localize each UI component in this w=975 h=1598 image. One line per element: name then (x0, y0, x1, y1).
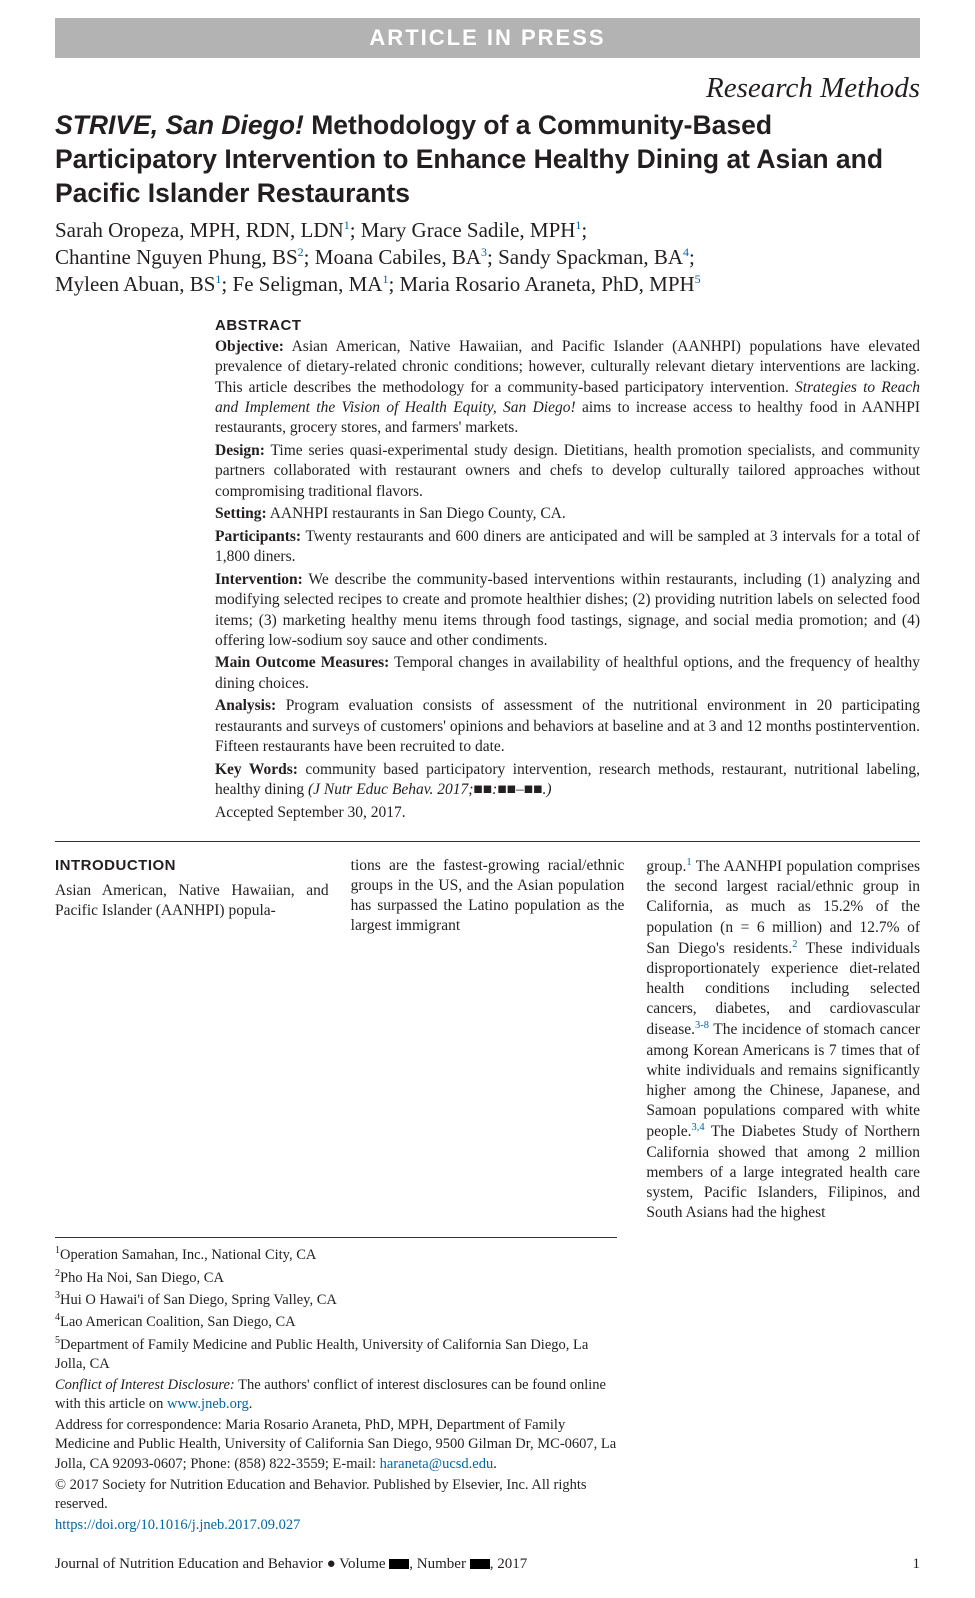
author: Sandy Spackman, BA (498, 245, 683, 269)
author: Fe Seligman, MA (233, 272, 383, 296)
affiliation-ref: 5 (695, 272, 701, 286)
conflict-of-interest: Conflict of Interest Disclosure: The aut… (55, 1376, 617, 1415)
intro-text-col3: group.1 The AANHPI population comprises … (646, 856, 920, 1223)
author: Mary Grace Sadile, MPH (361, 218, 576, 242)
abstract-design: Design: Time series quasi-experimental s… (215, 441, 920, 502)
divider (55, 841, 920, 842)
abstract-outcomes: Main Outcome Measures: Temporal changes … (215, 653, 920, 694)
affiliation: 5Department of Family Medicine and Publi… (55, 1334, 617, 1375)
footer-journal: Journal of Nutrition Education and Behav… (55, 1556, 527, 1573)
correspondence: Address for correspondence: Maria Rosari… (55, 1416, 617, 1475)
jneb-link[interactable]: www.jneb.org (167, 1396, 249, 1412)
section-label: Research Methods (55, 72, 920, 105)
author: Chantine Nguyen Phung, BS (55, 245, 298, 269)
abstract-keywords: Key Words: community based participatory… (215, 760, 920, 801)
affiliation: 1Operation Samahan, Inc., National City,… (55, 1244, 617, 1265)
email-link[interactable]: haraneta@ucsd.edu (380, 1456, 494, 1472)
affiliation-ref: 1 (215, 272, 221, 286)
introduction-heading: INTRODUCTION (55, 856, 329, 876)
abstract-setting: Setting: AANHPI restaurants in San Diego… (215, 504, 920, 524)
body-columns: INTRODUCTION Asian American, Native Hawa… (55, 856, 920, 1223)
title-italic: STRIVE, San Diego! (55, 110, 304, 140)
article-title: STRIVE, San Diego! Methodology of a Comm… (55, 109, 920, 211)
affiliation-ref: 4 (683, 245, 689, 259)
intro-text-col2: tions are the fastest-growing racial/eth… (351, 856, 625, 937)
affiliation: 4Lao American Coalition, San Diego, CA (55, 1311, 617, 1332)
intro-text-col1: Asian American, Native Hawaiian, and Pac… (55, 881, 329, 921)
abstract-objective: Objective: Asian American, Native Hawaii… (215, 337, 920, 439)
doi-link[interactable]: https://doi.org/10.1016/j.jneb.2017.09.0… (55, 1516, 617, 1536)
article-in-press-banner: ARTICLE IN PRESS (55, 18, 920, 58)
author: Sarah Oropeza, MPH, RDN, LDN (55, 218, 344, 242)
ref-3-4[interactable]: 3,4 (692, 1122, 705, 1133)
column-1: INTRODUCTION Asian American, Native Hawa… (55, 856, 329, 1223)
abstract-analysis: Analysis: Program evaluation consists of… (215, 696, 920, 757)
affiliation-ref: 2 (298, 245, 304, 259)
affiliation-ref: 3 (481, 245, 487, 259)
author-list: Sarah Oropeza, MPH, RDN, LDN1; Mary Grac… (55, 217, 920, 299)
footnote-row: 1Operation Samahan, Inc., National City,… (55, 1223, 920, 1536)
ref-3-8[interactable]: 3-8 (695, 1020, 709, 1031)
copyright: © 2017 Society for Nutrition Education a… (55, 1476, 617, 1515)
page: ARTICLE IN PRESS Research Methods STRIVE… (0, 0, 975, 1598)
column-3: group.1 The AANHPI population comprises … (646, 856, 920, 1223)
affiliation: 3Hui O Hawai'i of San Diego, Spring Vall… (55, 1289, 617, 1310)
abstract-participants: Participants: Twenty restaurants and 600… (215, 527, 920, 568)
affiliation-ref: 1 (575, 218, 581, 232)
affiliation-ref: 1 (382, 272, 388, 286)
footnotes: 1Operation Samahan, Inc., National City,… (55, 1237, 617, 1535)
author: Moana Cabiles, BA (315, 245, 481, 269)
page-number: 1 (913, 1556, 921, 1573)
abstract-intervention: Intervention: We describe the community-… (215, 570, 920, 652)
page-footer: Journal of Nutrition Education and Behav… (55, 1556, 920, 1573)
affiliation-ref: 1 (344, 218, 350, 232)
author: Myleen Abuan, BS (55, 272, 215, 296)
column-2: tions are the fastest-growing racial/eth… (351, 856, 625, 1223)
affiliation: 2Pho Ha Noi, San Diego, CA (55, 1267, 617, 1288)
abstract: ABSTRACT Objective: Asian American, Nati… (215, 317, 920, 823)
author: Maria Rosario Araneta, PhD, MPH (400, 272, 695, 296)
abstract-heading: ABSTRACT (215, 317, 920, 334)
accepted-date: Accepted September 30, 2017. (215, 803, 920, 823)
